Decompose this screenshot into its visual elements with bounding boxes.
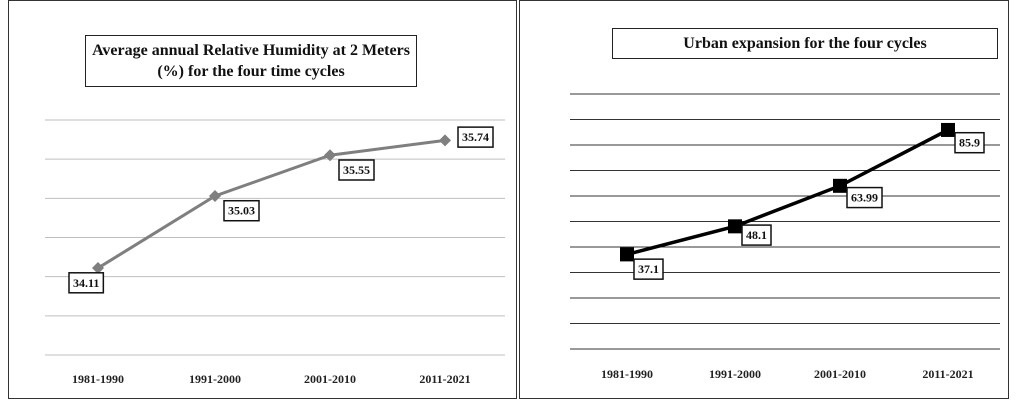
marker bbox=[92, 262, 104, 275]
data-label: 37.1 bbox=[633, 258, 664, 280]
series-line bbox=[97, 138, 446, 270]
left-panel bbox=[8, 0, 517, 399]
data-label-text: 34.11 bbox=[73, 276, 99, 290]
data-label-box bbox=[223, 199, 260, 222]
data-label-box bbox=[846, 186, 883, 209]
data-label: 35.55 bbox=[338, 159, 375, 181]
x-tick-label: 1991-2000 bbox=[189, 372, 241, 386]
data-label-text: 35.55 bbox=[343, 163, 370, 177]
data-label: 35.74 bbox=[457, 126, 494, 148]
marker bbox=[620, 247, 634, 262]
marker bbox=[833, 178, 847, 193]
marker bbox=[324, 149, 336, 162]
data-label-box bbox=[633, 258, 664, 280]
chart-title: Average annual Relative Humidity at 2 Me… bbox=[85, 35, 417, 87]
marker bbox=[439, 134, 451, 147]
data-label-box bbox=[457, 126, 494, 148]
data-label: 35.03 bbox=[223, 199, 260, 222]
data-label: 85.9 bbox=[954, 131, 985, 154]
marker bbox=[728, 219, 742, 234]
data-label-text: 35.03 bbox=[228, 204, 255, 218]
marker bbox=[941, 122, 955, 137]
data-label: 63.99 bbox=[846, 186, 883, 209]
data-label-box bbox=[741, 224, 772, 246]
x-tick-label: 1981-1990 bbox=[601, 367, 653, 381]
data-label-text: 63.99 bbox=[851, 191, 878, 205]
series-line bbox=[626, 128, 949, 257]
data-label-box bbox=[68, 272, 105, 294]
right-panel bbox=[519, 0, 1009, 399]
x-tick-label: 1991-2000 bbox=[709, 367, 761, 381]
data-label-text: 48.1 bbox=[746, 228, 767, 242]
marker bbox=[209, 189, 221, 202]
x-tick-label: 2001-2010 bbox=[304, 372, 356, 386]
data-label: 34.11 bbox=[68, 272, 105, 294]
x-tick-label: 2011-2021 bbox=[922, 367, 973, 381]
x-tick-label: 1981-1990 bbox=[72, 372, 124, 386]
x-tick-label: 2011-2021 bbox=[419, 372, 470, 386]
chart-title: Urban expansion for the four cycles bbox=[612, 28, 998, 59]
data-label-text: 85.9 bbox=[959, 136, 980, 150]
data-label-text: 37.1 bbox=[638, 262, 659, 276]
data-label-box bbox=[954, 131, 985, 154]
data-label: 48.1 bbox=[741, 224, 772, 246]
data-label-text: 35.74 bbox=[462, 130, 489, 144]
data-label-box bbox=[338, 159, 375, 181]
x-tick-label: 2001-2010 bbox=[814, 367, 866, 381]
